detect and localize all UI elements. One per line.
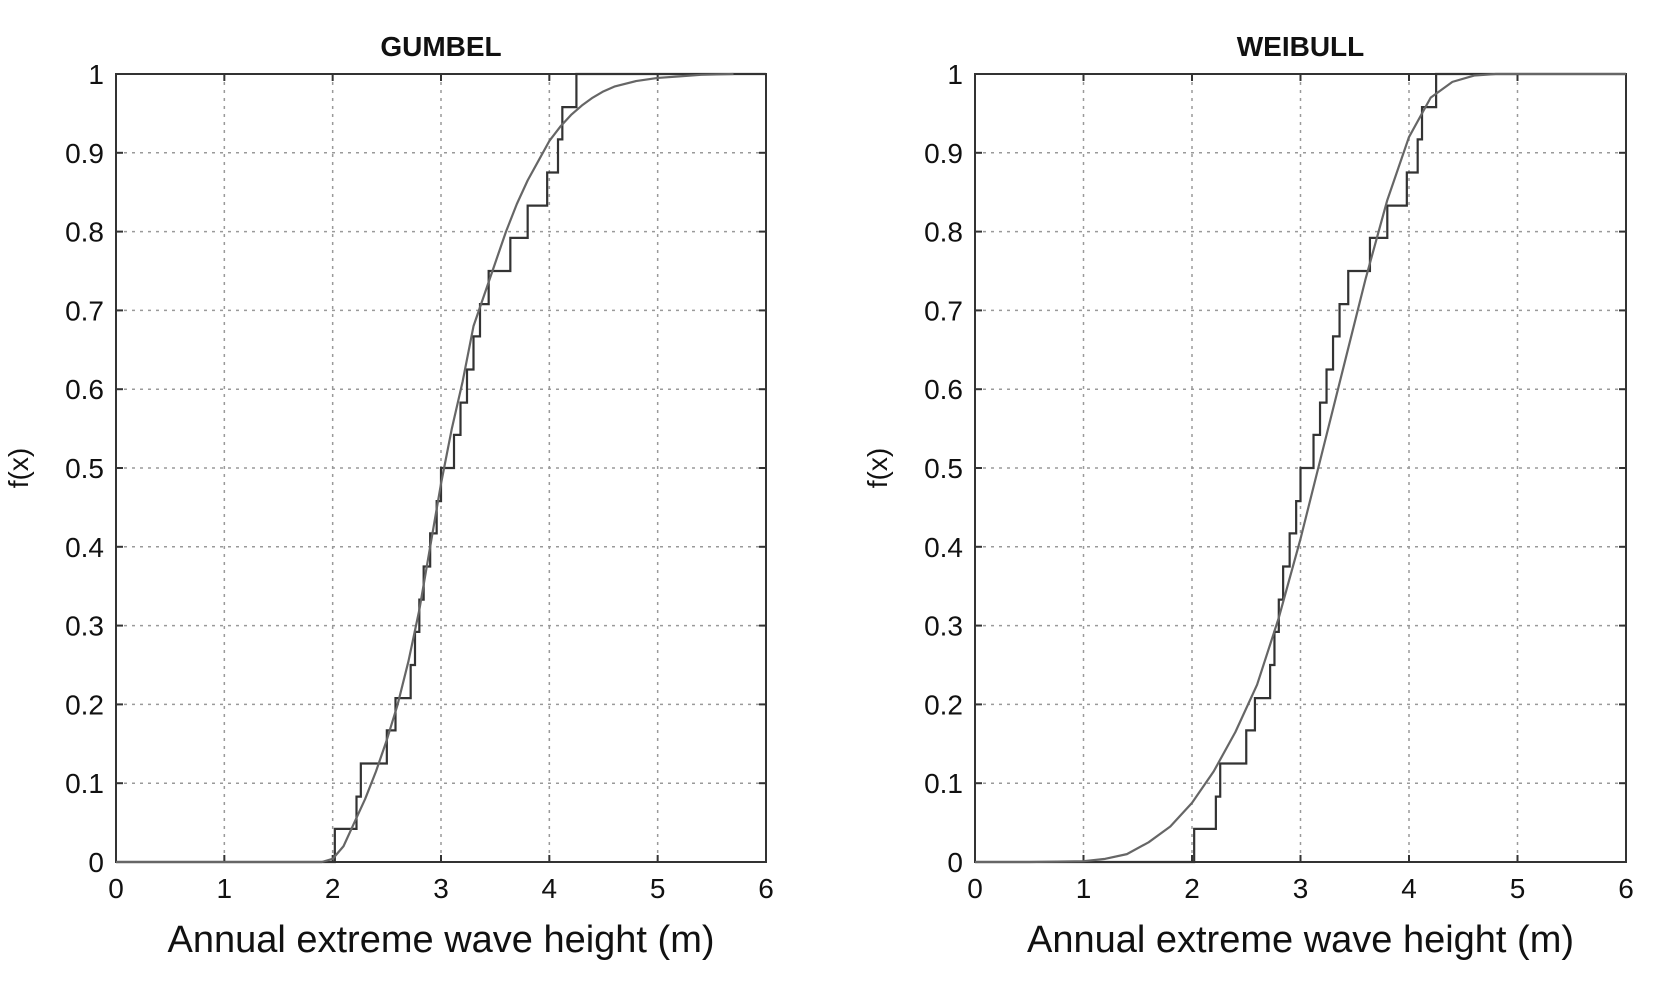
y-tick-label: 0.9: [65, 138, 104, 169]
y-tick-label: 0.1: [924, 768, 963, 799]
weibull-chart-panel: 0 1 2 3 4 5 6 0 0.1 0.2 0.3 0.4 0.5 0.6 0.7 0.8 0.9 1 WEIB…: [862, 31, 1634, 961]
y-tick-label: 0.6: [924, 374, 963, 405]
y-tick-label: 0: [88, 847, 104, 878]
empirical-cdf-step-line: [116, 72, 766, 864]
x-tick-label: 1: [1076, 873, 1092, 904]
y-tick-label: 0.7: [924, 295, 963, 326]
gumbel-chart-panel: 0 1 2 3 4 5 6 0 0.1 0.2 0.3 0.4 0.5 0.6 0.7 0.8 0.9 1 GUMB…: [3, 31, 774, 961]
y-tick-label: 0: [947, 847, 963, 878]
y-tick-label: 1: [88, 59, 104, 90]
x-axis-label: Annual extreme wave height (m): [1027, 919, 1574, 961]
y-tick-label: 0.3: [65, 611, 104, 642]
x-tick-label: 5: [1510, 873, 1526, 904]
chart-title: WEIBULL: [1237, 31, 1365, 62]
y-tick-label: 0.8: [65, 217, 104, 248]
x-tick-label: 6: [1618, 873, 1634, 904]
y-tick-label: 0.2: [924, 689, 963, 720]
x-tick-label: 0: [108, 873, 124, 904]
y-tick-label: 0.6: [65, 374, 104, 405]
x-tick-label: 4: [1401, 873, 1417, 904]
x-tick-label: 3: [433, 873, 449, 904]
y-tick-label: 0.4: [65, 532, 104, 563]
y-tick-label: 0.3: [924, 611, 963, 642]
y-tick-label: 0.8: [924, 217, 963, 248]
y-tick-label: 0.5: [924, 453, 963, 484]
y-tick-label: 0.7: [65, 295, 104, 326]
x-tick-label: 3: [1293, 873, 1309, 904]
x-tick-label: 6: [758, 873, 774, 904]
y-tick-label: 0.1: [65, 768, 104, 799]
fitted-cdf-curve: [975, 72, 1626, 864]
y-tick-label: 1: [947, 59, 963, 90]
x-tick-label: 0: [967, 873, 983, 904]
x-tick-label: 2: [325, 873, 341, 904]
x-tick-label: 5: [650, 873, 666, 904]
y-axis-label: f(x): [862, 448, 893, 488]
y-tick-label: 0.5: [65, 453, 104, 484]
y-tick-label: 0.9: [924, 138, 963, 169]
x-tick-label: 4: [542, 873, 558, 904]
y-axis-label: f(x): [3, 448, 34, 488]
y-tick-label: 0.2: [65, 689, 104, 720]
empirical-cdf-step-line: [975, 72, 1626, 864]
y-tick-label: 0.4: [924, 532, 963, 563]
chart-title: GUMBEL: [380, 31, 501, 62]
fitted-cdf-curve: [116, 72, 734, 864]
x-axis-label: Annual extreme wave height (m): [167, 919, 714, 961]
x-tick-label: 1: [217, 873, 233, 904]
x-tick-label: 2: [1184, 873, 1200, 904]
